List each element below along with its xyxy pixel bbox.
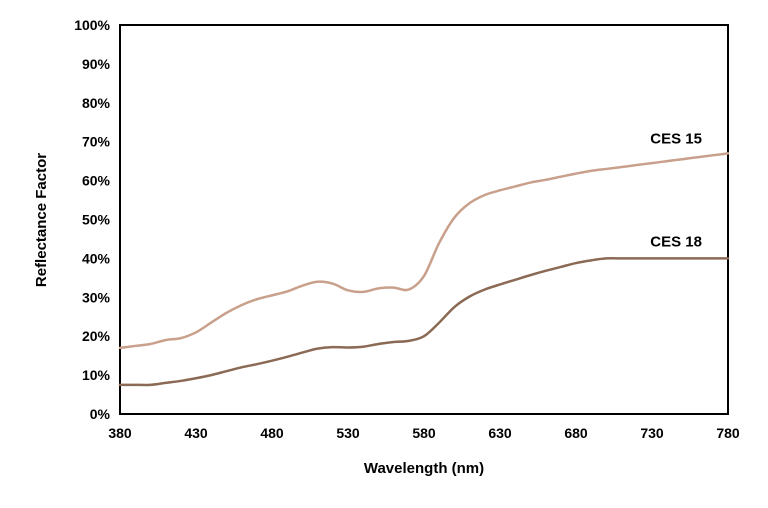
x-tick-label: 680 (564, 425, 588, 441)
series-line (118, 257, 730, 387)
y-tick-label: 50% (82, 212, 111, 228)
y-tick-label: 20% (82, 328, 111, 344)
x-tick-label: 430 (184, 425, 208, 441)
x-tick-label: 380 (108, 425, 132, 441)
x-axis-title: Wavelength (nm) (364, 460, 484, 477)
x-tick-label: 480 (260, 425, 284, 441)
y-tick-label: 40% (82, 250, 111, 266)
series-label: CES 18 (650, 233, 702, 250)
y-tick-label: 80% (82, 95, 111, 111)
x-tick-label: 780 (716, 425, 740, 441)
y-tick-label: 100% (74, 17, 110, 33)
y-axis-title: Reflectance Factor (33, 153, 50, 287)
y-tick-label: 60% (82, 173, 111, 189)
y-tick-label: 0% (90, 406, 111, 422)
y-tick-label: 90% (82, 56, 111, 72)
y-tick-label: 70% (82, 134, 111, 150)
series-labels: CES 15 CES 18 (650, 130, 702, 250)
y-tick-label: 30% (82, 289, 111, 305)
series-line (118, 152, 730, 350)
y-tick-label: 10% (82, 367, 111, 383)
x-tick-label: 580 (412, 425, 436, 441)
y-axis-ticks: 0% 10% 20% 30% 40% 50% 60% 70% 80% 90% 100% (74, 17, 110, 422)
series-label: CES 15 (650, 130, 702, 147)
x-axis-ticks: 380 430 480 530 580 630 680 730 780 (108, 425, 740, 441)
x-tick-label: 530 (336, 425, 360, 441)
x-tick-label: 630 (488, 425, 512, 441)
plot-area (119, 24, 729, 415)
x-tick-label: 730 (640, 425, 664, 441)
series-layer (118, 152, 730, 387)
